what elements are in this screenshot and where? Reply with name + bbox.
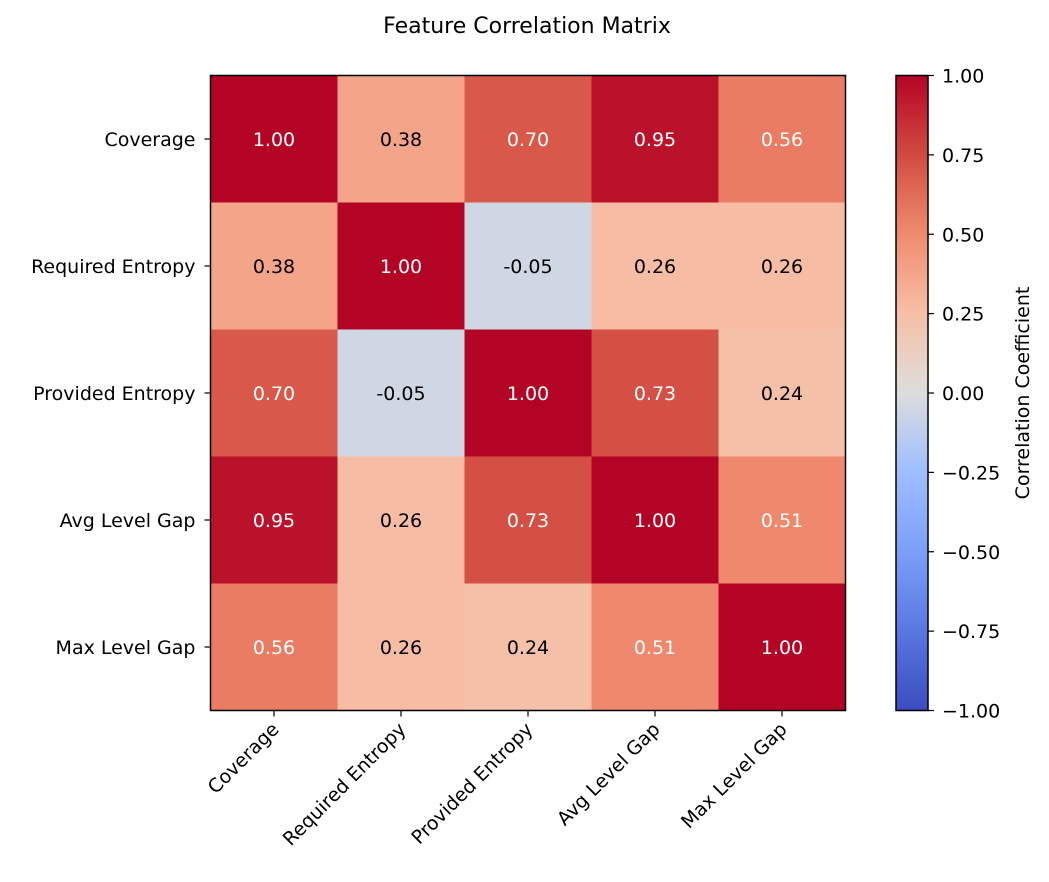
y-tick-label: Avg Level Gap: [60, 510, 196, 532]
colorbar-tick-label: 1.00: [942, 66, 984, 88]
heatmap-cell-value: 0.26: [380, 637, 422, 659]
heatmap-cell: [591, 75, 719, 203]
heatmap-cell-value: 0.38: [253, 256, 295, 278]
colorbar-tick-label: 0.25: [942, 304, 984, 326]
heatmap-cell-value: 0.56: [253, 637, 295, 659]
heatmap-cell-value: 0.73: [507, 510, 549, 532]
heatmap-cell: [464, 202, 592, 330]
colorbar-tick-label: −1.00: [942, 701, 1000, 723]
heatmap-cell: [591, 329, 719, 457]
heatmap-cell: [591, 583, 719, 711]
colorbar-tick-label: 0.50: [942, 224, 984, 246]
heatmap-cell-value: 1.00: [380, 256, 422, 278]
colorbar-tick-label: −0.75: [942, 621, 1000, 643]
heatmap-cell-value: 0.24: [761, 383, 803, 405]
heatmap-cell: [337, 583, 465, 711]
heatmap-cell: [464, 329, 592, 457]
heatmap-cell-value: 0.70: [253, 383, 295, 405]
heatmap-cell: [337, 456, 465, 584]
heatmap-cell: [210, 329, 338, 457]
heatmap-cell-value: 0.24: [507, 637, 549, 659]
heatmap-cell-value: 0.56: [761, 129, 803, 151]
heatmap-cell: [210, 456, 338, 584]
heatmap-cell: [718, 329, 846, 457]
heatmap-cell-value: 0.70: [507, 129, 549, 151]
colorbar-tick-label: 0.00: [942, 383, 984, 405]
heatmap-cell-value: 0.51: [761, 510, 803, 532]
heatmap-cell-labels: 1.00 0.38 0.70 0.95 0.56 0.38 1.00 -0.05 0.26 0.2…: [253, 129, 803, 659]
x-tick-label: Coverage: [204, 718, 284, 798]
heatmap-cell: [591, 202, 719, 330]
heatmap-cell-value: 0.73: [634, 383, 676, 405]
heatmap-cell: [337, 329, 465, 457]
heatmap-cell-value: 0.95: [253, 510, 295, 532]
heatmap-cell: [718, 583, 846, 711]
heatmap-cell: [718, 456, 846, 584]
heatmap-cell: [337, 202, 465, 330]
heatmap-cell: [718, 75, 846, 203]
colorbar-tick-label: −0.25: [942, 462, 1000, 484]
heatmap-cell-value: 0.26: [380, 510, 422, 532]
heatmap-cell-value: 1.00: [634, 510, 676, 532]
colorbar-label: Correlation Coefficient: [1012, 287, 1034, 500]
heatmap-cell: [591, 456, 719, 584]
x-tick-label: Provided Entropy: [407, 718, 537, 848]
heatmap-cells: [210, 75, 846, 711]
y-axis-ticks: Coverage Required Entropy Provided Entropy…: [31, 129, 211, 659]
heatmap-cell: [464, 583, 592, 711]
x-tick-label: Max Level Gap: [677, 718, 792, 833]
heatmap-cell-value: -0.05: [503, 256, 552, 278]
heatmap-cell: [337, 75, 465, 203]
colorbar-tick-label: −0.50: [942, 542, 1000, 564]
y-tick-label: Max Level Gap: [56, 637, 196, 659]
heatmap-cell-value: -0.05: [376, 383, 425, 405]
y-tick-label: Required Entropy: [31, 256, 195, 278]
chart-title: Feature Correlation Matrix: [383, 14, 671, 39]
colorbar-tick-label: 0.75: [942, 145, 984, 167]
y-tick-label: Provided Entropy: [33, 383, 195, 405]
heatmap-cell-value: 0.26: [634, 256, 676, 278]
x-tick-label: Required Entropy: [279, 718, 411, 850]
heatmap-cell-value: 1.00: [507, 383, 549, 405]
heatmap-cell-value: 0.26: [761, 256, 803, 278]
heatmap-cell: [210, 202, 338, 330]
y-tick-label: Coverage: [104, 129, 195, 151]
heatmap-cell: [718, 202, 846, 330]
colorbar: [895, 74, 929, 712]
heatmap-cell-value: 0.51: [634, 637, 676, 659]
x-tick-label: Avg Level Gap: [553, 718, 665, 830]
heatmap-cell-value: 1.00: [761, 637, 803, 659]
heatmap-cell-value: 1.00: [253, 129, 295, 151]
colorbar-ticks: 1.00 0.75 0.50 0.25 0.00 −0.25 −0.50 −0.75 −1.00: [928, 66, 1000, 723]
heatmap-cell: [464, 75, 592, 203]
heatmap-cell: [210, 75, 338, 203]
heatmap-cell-value: 0.38: [380, 129, 422, 151]
heatmap-cell: [464, 456, 592, 584]
heatmap-cell-value: 0.95: [634, 129, 676, 151]
heatmap-cell: [210, 583, 338, 711]
